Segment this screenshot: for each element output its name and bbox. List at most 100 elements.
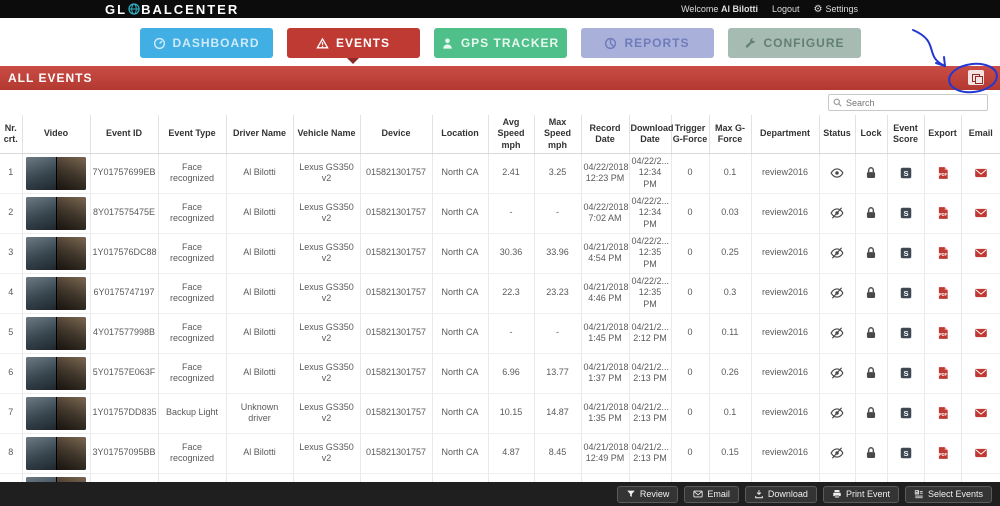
event-score-icon[interactable]: S	[899, 366, 913, 380]
event-score-icon[interactable]: S	[899, 406, 913, 420]
email-icon[interactable]	[974, 246, 988, 260]
lock-icon[interactable]	[864, 286, 878, 300]
lock-icon[interactable]	[864, 366, 878, 380]
email-button[interactable]: Email	[684, 485, 739, 503]
download-button[interactable]: Download	[744, 485, 817, 503]
events-table-header-row: Nr. crt. Video Event ID Event Type Driver Na…	[0, 115, 1000, 154]
status-hidden-icon[interactable]	[830, 206, 844, 220]
status-hidden-icon[interactable]	[830, 326, 844, 340]
export-pdf-icon[interactable]: PDF	[936, 246, 950, 260]
driver-name: Al Bilotti	[226, 353, 294, 394]
export-pdf-icon[interactable]: PDF	[936, 286, 950, 300]
event-score-cell: S	[887, 233, 925, 274]
status-hidden-icon[interactable]	[830, 366, 844, 380]
event-id: 8Y017575475E	[90, 193, 159, 234]
location: North CA	[432, 153, 489, 194]
vehicle-name: Lexus GS350 v2	[293, 193, 361, 234]
device-id: 015821301757	[360, 273, 433, 314]
search-box[interactable]	[828, 94, 988, 111]
video-thumbnail[interactable]	[26, 196, 86, 230]
tab-configure[interactable]: CONFIGURE	[727, 28, 861, 58]
export-pdf-icon[interactable]: PDF	[936, 326, 950, 340]
logout-link[interactable]: Logout	[771, 4, 800, 14]
event-score-icon[interactable]: S	[899, 206, 913, 220]
export-pdf-icon[interactable]: PDF	[936, 446, 950, 460]
email-icon[interactable]	[974, 326, 988, 340]
max-g-force: 0.25	[709, 233, 752, 274]
svg-text:S: S	[903, 409, 908, 418]
vehicle-name: Lexus GS350 v2	[293, 393, 361, 434]
print-event-button[interactable]: Print Event	[822, 485, 899, 503]
email-icon[interactable]	[974, 166, 988, 180]
email-icon[interactable]	[974, 366, 988, 380]
status-hidden-icon[interactable]	[830, 246, 844, 260]
svg-text:S: S	[903, 289, 908, 298]
export-pdf-icon[interactable]: PDF	[936, 406, 950, 420]
status-visible-icon[interactable]	[830, 166, 844, 180]
lock-icon[interactable]	[864, 406, 878, 420]
event-score-icon[interactable]: S	[899, 286, 913, 300]
tab-events[interactable]: EVENTS	[286, 28, 420, 64]
tab-dashboard[interactable]: DASHBOARD	[139, 28, 273, 58]
export-pdf-icon[interactable]: PDF	[936, 366, 950, 380]
video-thumbnail[interactable]	[26, 276, 86, 310]
brand-logo: GL BALCENTER	[105, 2, 239, 17]
download-date: 04/21/2... 2:12 PM	[629, 313, 672, 354]
avg-speed: 22.3	[488, 273, 535, 314]
status-hidden-icon[interactable]	[830, 446, 844, 460]
svg-text:S: S	[903, 169, 908, 178]
max-g-force: 0.3	[709, 273, 752, 314]
event-type: Face recognized	[158, 273, 227, 314]
download-date: 04/21/2... 2:13 PM	[629, 433, 672, 474]
tab-gps-tracker[interactable]: GPS TRACKER	[433, 28, 567, 58]
settings-button[interactable]: ⚙ Settings	[813, 3, 859, 15]
event-type: Face recognized	[158, 433, 227, 474]
lock-cell	[855, 393, 888, 434]
video-thumbnail[interactable]	[26, 316, 86, 350]
lock-icon[interactable]	[864, 166, 878, 180]
video-thumbnail[interactable]	[26, 236, 86, 270]
video-cell	[22, 193, 91, 234]
video-thumbnail[interactable]	[26, 356, 86, 390]
warning-icon	[316, 37, 329, 48]
select-events-button[interactable]: Select Events	[904, 485, 992, 503]
lock-icon[interactable]	[864, 246, 878, 260]
max-g-force: 0.03	[709, 193, 752, 234]
video-cell	[22, 433, 91, 474]
email-icon[interactable]	[974, 446, 988, 460]
status-hidden-icon[interactable]	[830, 406, 844, 420]
lock-cell	[855, 233, 888, 274]
search-input[interactable]	[846, 97, 983, 108]
svg-text:PDF: PDF	[938, 212, 947, 217]
email-icon[interactable]	[974, 286, 988, 300]
column-header-location: Location	[432, 115, 489, 154]
lock-icon[interactable]	[864, 446, 878, 460]
event-type: Face recognized	[158, 233, 227, 274]
email-icon[interactable]	[974, 406, 988, 420]
event-score-icon[interactable]: S	[899, 446, 913, 460]
column-header-department: Department	[751, 115, 820, 154]
event-score-cell: S	[887, 273, 925, 314]
lock-icon[interactable]	[864, 326, 878, 340]
event-score-icon[interactable]: S	[899, 246, 913, 260]
event-score-icon[interactable]: S	[899, 166, 913, 180]
review-button[interactable]: Review	[616, 485, 679, 503]
event-id: 1Y01757DD835	[90, 393, 159, 434]
export-pdf-icon[interactable]: PDF	[936, 206, 950, 220]
event-score-icon[interactable]: S	[899, 326, 913, 340]
lock-icon[interactable]	[864, 206, 878, 220]
video-thumbnail[interactable]	[26, 436, 86, 470]
tab-reports[interactable]: REPORTS	[580, 28, 714, 58]
event-id: 4Y017577998B	[90, 313, 159, 354]
export-pdf-icon[interactable]: PDF	[936, 166, 950, 180]
video-thumbnail[interactable]	[26, 396, 86, 430]
column-header-export: Export	[924, 115, 962, 154]
email-icon[interactable]	[974, 206, 988, 220]
video-thumbnail[interactable]	[26, 156, 86, 190]
export-cell: PDF	[924, 353, 962, 394]
export-cell: PDF	[924, 233, 962, 274]
column-header-event-score: Event Score	[887, 115, 925, 154]
lock-cell	[855, 193, 888, 234]
export-all-button[interactable]	[968, 70, 984, 85]
status-hidden-icon[interactable]	[830, 286, 844, 300]
